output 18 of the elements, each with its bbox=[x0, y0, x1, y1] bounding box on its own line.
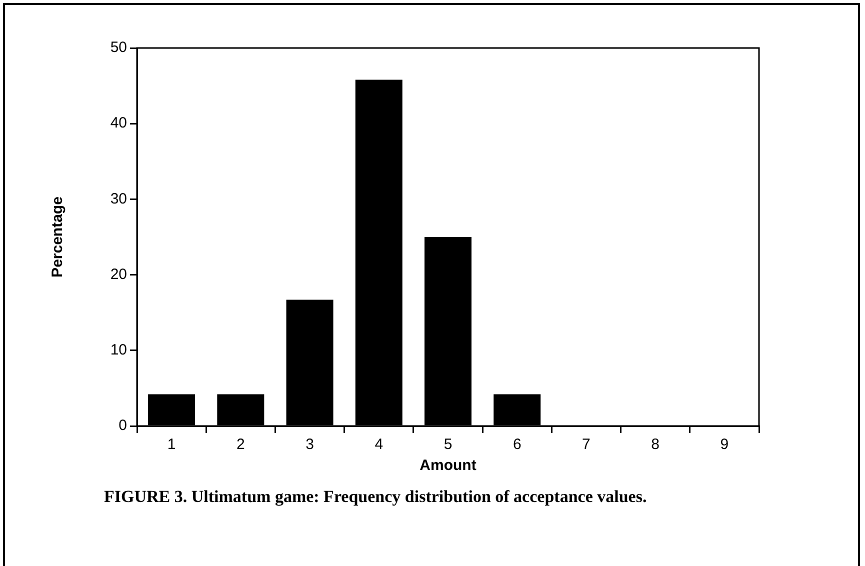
y-axis-title: Percentage bbox=[49, 196, 66, 278]
y-tick-label: 0 bbox=[118, 417, 127, 434]
x-tick-label: 5 bbox=[444, 436, 452, 454]
x-tick-label: 7 bbox=[582, 436, 590, 454]
y-tick-label: 50 bbox=[110, 39, 127, 56]
x-tick-label: 6 bbox=[512, 436, 522, 454]
x-tick-label: 4 bbox=[374, 436, 384, 454]
y-tick-label: 40 bbox=[110, 114, 127, 132]
x-tick-label: 8 bbox=[651, 436, 660, 454]
x-axis-title: Amount bbox=[420, 457, 476, 474]
x-tick-label: 2 bbox=[236, 436, 245, 454]
y-tick-label: 20 bbox=[110, 266, 127, 283]
y-tick-label: 10 bbox=[110, 342, 127, 359]
y-tick-label: 30 bbox=[110, 190, 127, 208]
x-tick-label: 1 bbox=[167, 436, 176, 454]
caption: FIGURE 3. Ultimatum game: Frequency distribution of acceptance values. bbox=[104, 487, 647, 507]
x-tick-label: 9 bbox=[720, 436, 729, 454]
x-tick-label: 3 bbox=[306, 436, 314, 454]
